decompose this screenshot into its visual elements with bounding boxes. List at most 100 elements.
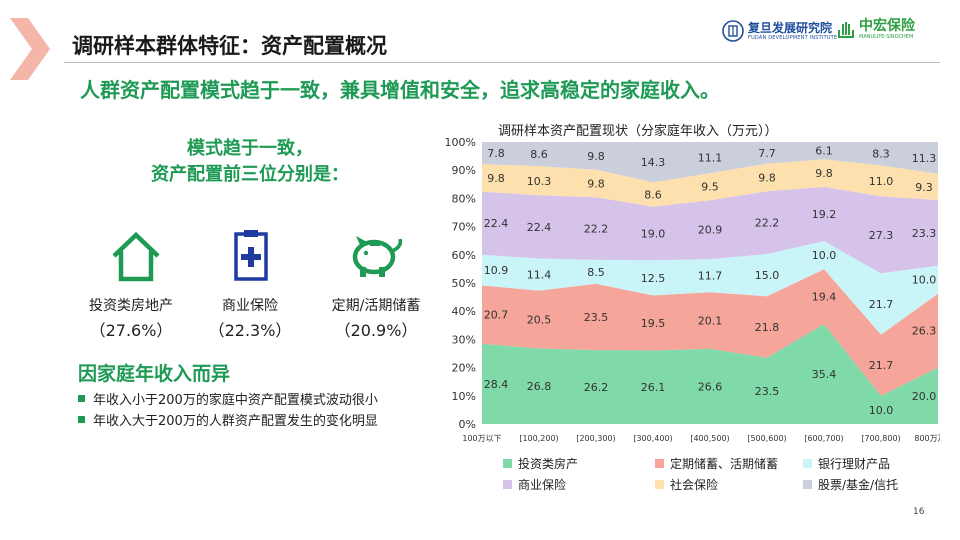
top3-label-1: 投资类房地产 bbox=[66, 296, 196, 316]
data-label: 19.0 bbox=[641, 227, 666, 240]
data-label: 14.3 bbox=[641, 156, 666, 169]
data-label: 22.4 bbox=[527, 221, 552, 234]
y-tick-label: 60% bbox=[452, 249, 476, 262]
data-label: 19.5 bbox=[641, 317, 666, 330]
data-label: 21.7 bbox=[869, 359, 894, 372]
y-tick-label: 50% bbox=[452, 277, 476, 290]
data-label: 10.0 bbox=[869, 404, 894, 417]
bullet-text-2: 年收入大于200万的人群资产配置发生的变化明显 bbox=[93, 410, 378, 429]
y-tick-label: 20% bbox=[452, 362, 476, 375]
chevron-decoration bbox=[0, 14, 52, 84]
data-label: 21.8 bbox=[755, 321, 780, 334]
x-tick-label: [500,600) bbox=[747, 434, 786, 443]
bullet-marker bbox=[78, 395, 85, 402]
data-label: 26.2 bbox=[584, 381, 609, 394]
data-label: 23.5 bbox=[755, 385, 780, 398]
data-label: 9.8 bbox=[587, 177, 605, 190]
x-tick-label: [100,200) bbox=[519, 434, 558, 443]
legend-swatch-1 bbox=[503, 459, 512, 468]
page-number: 16 bbox=[913, 507, 924, 517]
data-label: 11.0 bbox=[869, 175, 894, 188]
mode-summary: 模式趋于一致， 资产配置前三位分别是： bbox=[110, 136, 390, 188]
data-label: 26.6 bbox=[698, 380, 723, 393]
fudan-logo: 复旦发展研究院 FUDAN DEVELOPMENT INSTITUTE bbox=[722, 20, 837, 42]
y-tick-label: 70% bbox=[452, 221, 476, 234]
top3-pct-1: （27.6%） bbox=[66, 317, 196, 341]
manulife-logo-text: 中宏保险 bbox=[859, 19, 915, 33]
data-label: 9.5 bbox=[701, 181, 719, 194]
data-label: 20.5 bbox=[527, 314, 552, 327]
data-label: 28.4 bbox=[484, 378, 509, 391]
legend-label-3: 银行理财产品 bbox=[818, 455, 890, 472]
fudan-logo-subtext: FUDAN DEVELOPMENT INSTITUTE bbox=[748, 36, 837, 41]
data-label: 22.2 bbox=[755, 217, 780, 230]
top3-pct-2: （22.3%） bbox=[185, 317, 315, 341]
data-label: 10.0 bbox=[912, 274, 937, 287]
fudan-logo-text: 复旦发展研究院 bbox=[748, 22, 837, 34]
x-tick-label: 100万以下 bbox=[462, 434, 501, 443]
data-label: 8.5 bbox=[587, 266, 605, 279]
legend-label-2: 定期储蓄、活期储蓄 bbox=[670, 455, 778, 472]
data-label: 7.8 bbox=[487, 147, 505, 160]
data-label: 26.8 bbox=[527, 380, 552, 393]
data-label: 11.3 bbox=[912, 152, 937, 165]
data-label: 10.9 bbox=[484, 264, 509, 277]
x-tick-label: [300,400) bbox=[633, 434, 672, 443]
data-label: 9.8 bbox=[815, 167, 833, 180]
legend-item: 银行理财产品 bbox=[803, 455, 890, 472]
piggy-bank-icon bbox=[348, 233, 404, 279]
house-icon bbox=[110, 231, 162, 283]
data-label: 20.7 bbox=[484, 309, 509, 322]
legend-item: 投资类房产 bbox=[503, 455, 578, 472]
bullet-item: 年收入小于200万的家庭中资产配置模式波动很小 bbox=[78, 389, 378, 408]
legend-label-5: 社会保险 bbox=[670, 476, 718, 493]
data-label: 20.0 bbox=[912, 390, 937, 403]
data-label: 12.5 bbox=[641, 272, 666, 285]
mode-line-2: 资产配置前三位分别是： bbox=[110, 162, 390, 188]
data-label: 19.4 bbox=[812, 291, 837, 304]
legend-label-6: 股票/基金/信托 bbox=[818, 476, 898, 493]
bullet-text-1: 年收入小于200万的家庭中资产配置模式波动很小 bbox=[93, 389, 378, 408]
slide-subtitle: 人群资产配置模式趋于一致，兼具增值和安全，追求高稳定的家庭收入。 bbox=[80, 74, 720, 103]
data-label: 23.3 bbox=[912, 227, 937, 240]
legend-item: 商业保险 bbox=[503, 476, 566, 493]
data-label: 23.5 bbox=[584, 311, 609, 324]
data-label: 10.0 bbox=[812, 249, 837, 262]
top3-pct-3: （20.9%） bbox=[311, 317, 441, 341]
x-tick-label: [400,500) bbox=[690, 434, 729, 443]
legend-swatch-2 bbox=[655, 459, 664, 468]
y-tick-label: 30% bbox=[452, 333, 476, 346]
data-label: 20.1 bbox=[698, 315, 723, 328]
data-label: 11.1 bbox=[698, 152, 723, 165]
data-label: 35.4 bbox=[812, 368, 837, 381]
y-tick-label: 0% bbox=[459, 418, 476, 431]
y-tick-label: 90% bbox=[452, 164, 476, 177]
data-label: 22.4 bbox=[484, 217, 509, 230]
x-tick-label: [200,300) bbox=[576, 434, 615, 443]
data-label: 8.6 bbox=[644, 188, 662, 201]
page-title: 调研样本群体特征：资产配置概况 bbox=[72, 30, 387, 60]
data-label: 22.2 bbox=[584, 223, 609, 236]
legend-swatch-6 bbox=[803, 480, 812, 489]
data-label: 26.1 bbox=[641, 381, 666, 394]
stacked-area-chart: 0% 10% 20% 30% 40% 50% 60% 70% 80% 90% 100% 100万以下 [… bbox=[440, 132, 940, 450]
top3-label-2: 商业保险 bbox=[185, 296, 315, 316]
legend-item: 股票/基金/信托 bbox=[803, 476, 898, 493]
variation-heading: 因家庭年收入而异 bbox=[78, 359, 230, 386]
data-label: 20.9 bbox=[698, 224, 723, 237]
x-tick-label: 800万及以上 bbox=[914, 434, 940, 443]
x-tick-label: [600,700) bbox=[804, 434, 843, 443]
legend-label-4: 商业保险 bbox=[518, 476, 566, 493]
data-label: 8.6 bbox=[530, 148, 548, 161]
data-label: 7.7 bbox=[758, 147, 776, 160]
data-label: 9.8 bbox=[758, 172, 776, 185]
y-tick-label: 40% bbox=[452, 305, 476, 318]
clipboard-medical-icon bbox=[233, 228, 269, 282]
manulife-leaf-icon bbox=[836, 20, 856, 40]
data-label: 6.1 bbox=[815, 145, 833, 158]
y-tick-label: 100% bbox=[445, 136, 476, 149]
top3-label-3: 定期/活期储蓄 bbox=[311, 296, 441, 316]
legend-swatch-4 bbox=[503, 480, 512, 489]
legend-item: 社会保险 bbox=[655, 476, 718, 493]
data-label: 8.3 bbox=[872, 148, 890, 161]
